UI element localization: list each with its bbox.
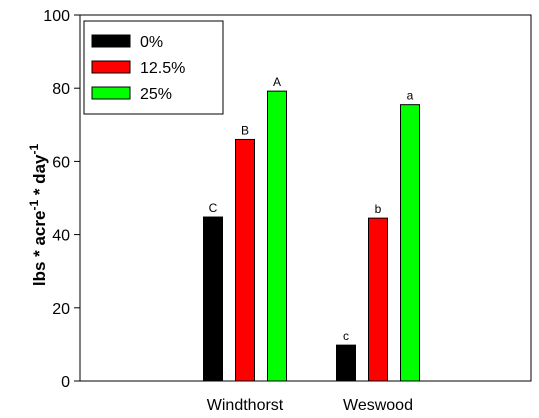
y-axis-label: lbs * acre-1 * day-1 [27,144,49,287]
bar [400,104,420,382]
legend-swatch [91,34,131,48]
bars [203,90,420,382]
legend: 0% 12.5% 25% [83,20,224,115]
bar-letter-label: a [407,89,414,103]
legend-swatch [91,86,131,100]
data-labels: C B Ac b a [209,75,414,343]
y-tick-label: 60 [52,154,70,171]
y-tick-label: 0 [61,374,70,391]
y-tick-label: 20 [52,301,70,318]
y-tick-label: 40 [52,228,70,245]
bar [336,344,356,382]
x-category-label: Weswood [343,397,413,414]
legend-entry: 12.5% [140,60,185,77]
legend-swatch [91,60,131,74]
legend-entry: 0% [140,34,163,51]
bar-letter-label: C [209,201,218,215]
bar-letter-label: B [241,123,249,137]
bar [235,138,255,382]
axes: 0 20 40 60 80 100 Windthorst Weswood [43,8,532,414]
y-tick-label: 100 [43,8,70,25]
legend-entry: 25% [140,86,172,103]
bar [368,217,388,382]
x-category-label: Windthorst [207,397,284,414]
plot-frame [79,14,532,382]
bar [203,216,223,382]
bar-letter-label: b [375,202,382,216]
y-tick-label: 80 [52,81,70,98]
bar-letter-label: c [343,329,349,343]
bar [267,90,287,382]
bar-letter-label: A [273,75,281,89]
